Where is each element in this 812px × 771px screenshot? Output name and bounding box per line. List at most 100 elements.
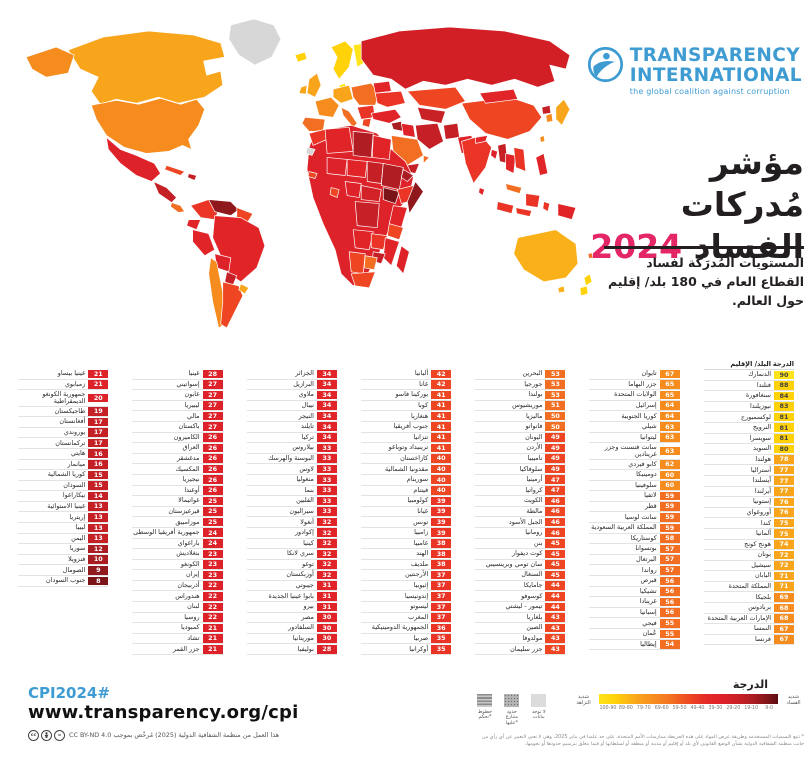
country-row: 67 تايوان [589, 369, 680, 380]
country-row: 59 لاتفيا [589, 491, 680, 502]
score-badge: 27 [202, 411, 223, 421]
score-badge: 33 [316, 486, 337, 495]
country-row: 25 قيرغيزستان [132, 507, 223, 518]
country-name: مولدوفا [522, 634, 543, 643]
country-name: إريتريا [69, 512, 86, 521]
country-row: 26 الكاميرون [132, 433, 223, 444]
map-region-borneo [525, 193, 541, 208]
country-row: 26 العراق [132, 443, 223, 454]
map-region-greece [361, 117, 372, 128]
logo-line2: INTERNATIONAL [629, 64, 802, 86]
country-row: 68 الإمارات العربية المتحدة [703, 614, 794, 625]
country-name: تيمور - ليشتي [505, 602, 543, 611]
country-name: موزامبيق [175, 517, 200, 526]
map-region-indochina [513, 147, 527, 172]
country-row: 56 تشيكيا [589, 587, 680, 598]
country-name: دومينيكا [636, 470, 657, 479]
country-row: 23 إيران [132, 570, 223, 581]
score-badge: 57 [659, 565, 680, 575]
country-name: العراق [182, 443, 200, 452]
legend-no-data: لا توجد بيانات [528, 694, 550, 721]
globe-icon [587, 46, 624, 87]
country-row: 25 غواتيمالا [132, 496, 223, 507]
country-row: 49 سلوفاكيا [475, 464, 566, 475]
country-row: 37 إندونيسيا [360, 591, 452, 603]
country-row: 33 منغوليا [246, 475, 337, 486]
map-region-venezuela [208, 199, 240, 216]
score-badge: 59 [659, 512, 680, 522]
country-row: 33 سيراليون [246, 507, 337, 518]
country-name: بوتان [757, 550, 772, 559]
map-region-egypt [371, 135, 392, 160]
country-row: 43 مولدوفا [475, 634, 566, 645]
map-region-bangladesh [490, 149, 499, 160]
country-row: 81 لوكسمبورج [703, 412, 794, 423]
country-row: 53 بولندا [475, 390, 566, 401]
country-name: أوغندا [184, 485, 200, 494]
score-badge: 37 [431, 581, 452, 590]
country-row: 56 قبرص [589, 576, 680, 587]
country-row: 38 الهند [360, 549, 452, 560]
score-badge: 28 [316, 644, 337, 654]
score-badge: 47 [545, 486, 566, 495]
map-region-france [314, 96, 340, 118]
country-row: 21 تشاد [132, 634, 223, 645]
country-name: سلوفاكيا [519, 464, 543, 473]
country-row: 64 إسرائيل [589, 401, 680, 412]
country-row: 69 بلجيكا [703, 592, 794, 604]
country-row: 34 الجزائر [246, 369, 337, 380]
score-badge: 30 [316, 623, 337, 633]
country-name: غواتيمالا [178, 496, 200, 505]
country-row: 37 الأرجنتين [360, 570, 452, 581]
country-row: 32 توغو [246, 560, 337, 571]
country-row: 77 أيرلندا [703, 487, 794, 498]
country-name: نيجيريا [182, 475, 200, 484]
country-name: إندونيسيا [404, 591, 429, 600]
country-name: طاجيكستان [54, 406, 86, 415]
country-row: 41 تنزانيا [360, 433, 452, 444]
country-row: 40 كازاخستان [360, 454, 452, 465]
country-name: مالي [186, 411, 200, 420]
country-row: 13 غينيا الاستوائية [18, 502, 109, 513]
list-header: الدرجة البلد/ الإقليم [703, 356, 794, 370]
country-row: 22 أذربيجان [132, 581, 223, 592]
score-badge: 17 [88, 417, 109, 427]
country-name: جمهورية أفريقيا الوسطى [133, 528, 200, 537]
score-badge: 26 [202, 475, 223, 485]
country-row: 34 ملاوي [246, 390, 337, 401]
website-url[interactable]: www.transparency.org/cpi [28, 702, 299, 723]
list-header [18, 356, 108, 369]
country-row: 30 مصر [246, 613, 337, 624]
map-region-russia [360, 26, 571, 90]
country-name: سانت فنسنت وجزر غرينادين [604, 442, 657, 458]
map-region-canada [67, 30, 226, 105]
map-region-peru [192, 229, 216, 257]
country-row: 56 إسبانيا [589, 608, 680, 619]
score-badge: 40 [431, 486, 452, 495]
map-region-drc [354, 201, 380, 229]
country-name: السنغال [521, 570, 543, 579]
country-row: 26 مدغشقر [132, 454, 223, 465]
score-badge: 38 [431, 549, 452, 559]
country-name: السودان [63, 480, 86, 489]
score-badge: 17 [88, 438, 109, 448]
country-name: ملاوي [298, 390, 314, 399]
country-name: إثيوبيا [413, 581, 429, 590]
score-badge: 44 [545, 591, 566, 601]
score-badge: 59 [659, 523, 680, 533]
country-name: تركمانستان [55, 438, 86, 447]
country-name: كوستاريكا [630, 533, 657, 542]
map-region-cuba [164, 165, 185, 176]
map-region-panama [170, 202, 185, 213]
country-row: 65 جزر البهاما [589, 380, 680, 391]
country-name: باراغواي [177, 538, 200, 547]
score-badge: 10 [88, 555, 109, 564]
country-row: 28 بوليفيا [246, 644, 337, 656]
country-name: كوريا الجنوبية [621, 411, 657, 420]
country-row: 41 كوبا [360, 401, 452, 412]
country-row: 43 بلغاريا [475, 613, 566, 624]
map-region-iran [415, 122, 444, 150]
country-row: 68 بربادوس [703, 603, 794, 614]
country-name: بيرو [303, 602, 314, 611]
country-row: 19 طاجيكستان [18, 406, 109, 418]
